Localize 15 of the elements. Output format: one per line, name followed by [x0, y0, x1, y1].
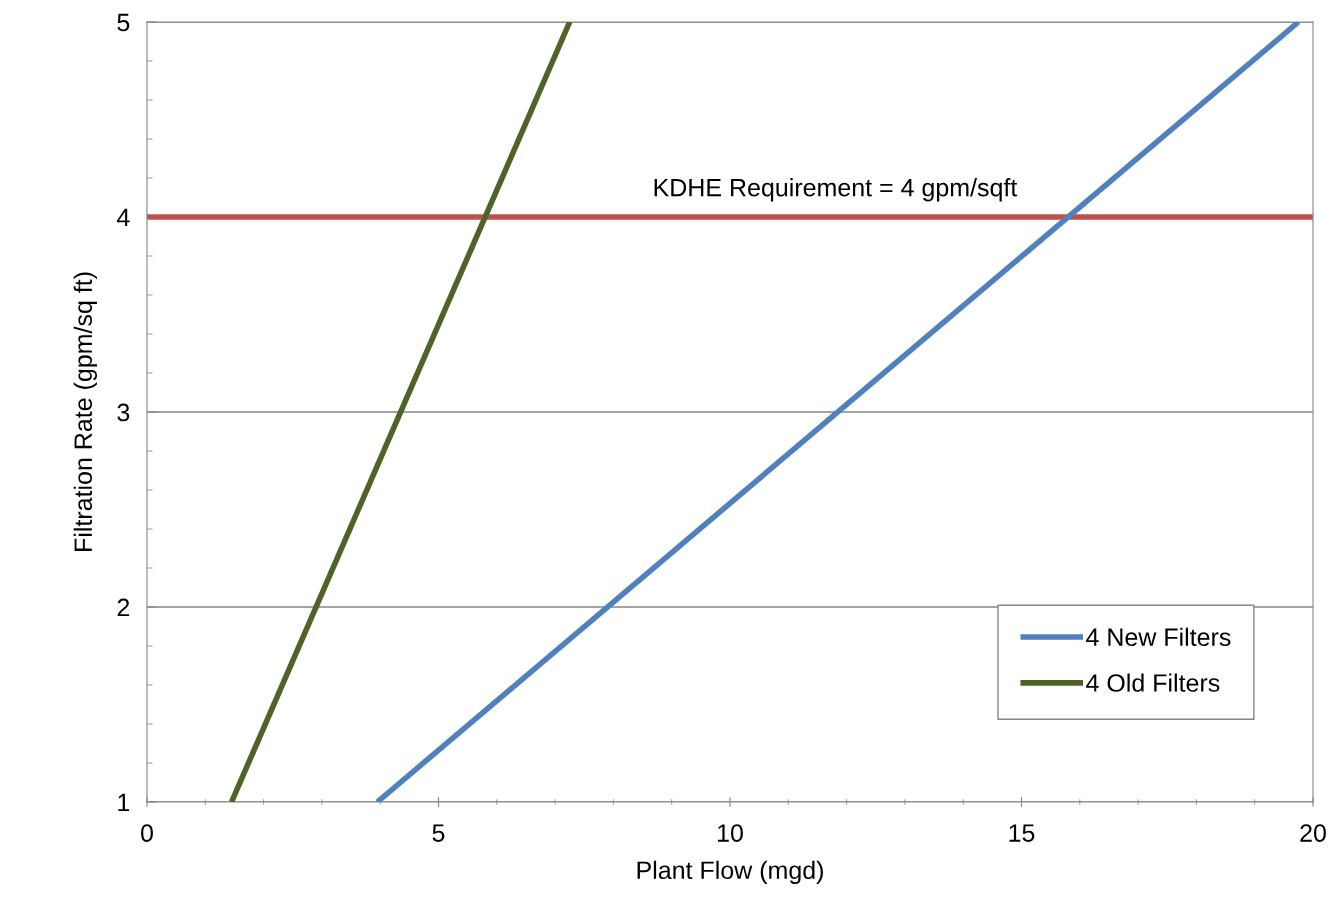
x-tick-label: 15: [1009, 824, 1035, 842]
y-tick-label: 1: [118, 793, 130, 812]
x-tick-label: 0: [141, 824, 153, 842]
x-tick-label: 10: [718, 824, 743, 842]
ref-line-label: KDHE Requirement = 4 gpm/sqft: [654, 178, 1018, 202]
x-axis-title: Plant Flow (mgd): [637, 860, 823, 885]
y-axis-title: Filtration Rate (gpm/sq ft): [73, 272, 97, 551]
y-tick-label: 4: [117, 208, 130, 227]
x-tick-label: 20: [1300, 824, 1326, 842]
legend-label: 4 New Filters: [1086, 627, 1231, 647]
y-tick-label: 3: [117, 403, 130, 422]
legend-label: 4 Old Filters: [1086, 673, 1220, 692]
y-tick-label: 2: [117, 598, 130, 617]
x-tick-label: 5: [432, 824, 445, 842]
y-tick-label: 5: [117, 13, 130, 32]
